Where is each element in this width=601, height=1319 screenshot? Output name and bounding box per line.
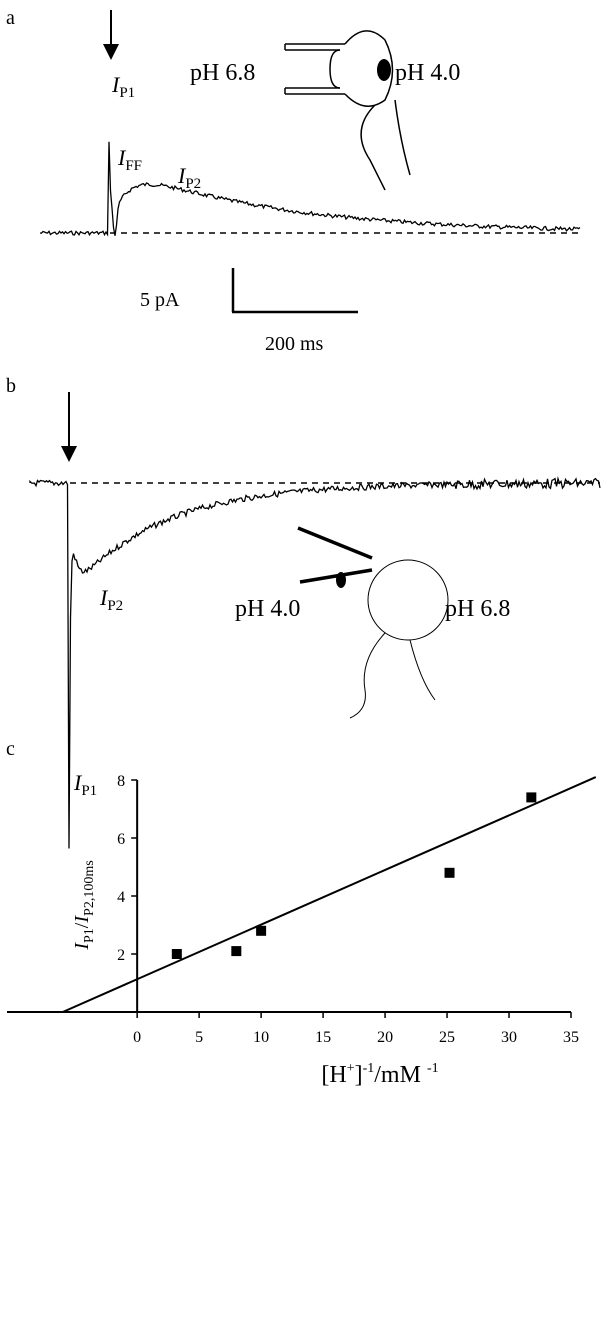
y-tick-label: 8	[117, 773, 125, 790]
ph-label: pH 6.8	[445, 596, 510, 622]
label-part: /	[71, 922, 93, 928]
peak-sub: P2	[107, 598, 123, 614]
point	[256, 925, 267, 936]
patch	[336, 572, 346, 588]
y-tick-label: 2	[117, 947, 125, 964]
panel-label: a	[6, 7, 15, 29]
x-tick-label: 15	[315, 1029, 331, 1046]
peak-label: IP2	[99, 585, 123, 614]
ph-label: pH 4.0	[395, 60, 460, 86]
x-tick-label: 5	[195, 1029, 203, 1046]
peak-symbol: I	[99, 585, 109, 610]
peak-sub: P2	[185, 176, 201, 192]
current-trace	[29, 476, 601, 849]
x-axis-label: [H+]-1/mM -1	[321, 1061, 438, 1088]
patch	[377, 59, 391, 81]
peak-symbol: I	[117, 145, 127, 170]
label-part: [H	[321, 1062, 346, 1088]
point	[231, 946, 242, 957]
x-tick-label: 10	[253, 1029, 269, 1046]
label-part: P2,100ms	[82, 860, 97, 916]
panel-label: b	[6, 375, 16, 397]
label-part: -1	[363, 1061, 375, 1076]
point	[526, 792, 537, 803]
fit-line	[62, 776, 597, 1013]
cell-diagram	[297, 526, 449, 719]
y-tick-label: 4	[117, 889, 125, 906]
peak-label: IP1	[111, 72, 135, 101]
label-part: -1	[427, 1061, 439, 1076]
label-part: +	[347, 1061, 355, 1076]
x-tick-label: 25	[439, 1029, 455, 1046]
label-part: ]	[355, 1062, 363, 1088]
peak-sub: P1	[81, 783, 97, 799]
label-part: P1	[82, 928, 97, 943]
ph-label: pH 4.0	[235, 596, 300, 622]
label-part: /mM	[374, 1062, 421, 1088]
peak-label: IFF	[117, 145, 142, 174]
arrow-head	[103, 44, 119, 60]
panel-label: c	[6, 738, 15, 760]
peak-symbol: I	[177, 163, 187, 188]
point	[444, 867, 455, 878]
y-tick-label: 6	[117, 831, 125, 848]
peak-label: IP1	[73, 770, 97, 799]
scale-label: 5 pA	[140, 289, 180, 311]
cell-diagram	[284, 30, 411, 191]
arrow-head	[61, 446, 77, 462]
label-part: I	[71, 915, 93, 924]
x-tick-label: 0	[133, 1029, 141, 1046]
peak-sub: P1	[119, 85, 135, 101]
label-part: I	[71, 942, 93, 951]
peak-symbol: I	[111, 72, 121, 97]
peak-symbol: I	[73, 770, 83, 795]
point	[171, 949, 182, 959]
x-tick-label: 30	[501, 1029, 517, 1046]
current-trace	[39, 141, 581, 237]
x-tick-label: 20	[377, 1029, 393, 1046]
y-axis-label: IP1/IP2,100ms	[71, 860, 97, 950]
x-tick-label: 35	[563, 1029, 579, 1046]
ph-label: pH 6.8	[190, 60, 255, 86]
scale-label: 200 ms	[265, 333, 324, 355]
peak-label: IP2	[177, 163, 201, 192]
peak-sub: FF	[125, 158, 142, 174]
